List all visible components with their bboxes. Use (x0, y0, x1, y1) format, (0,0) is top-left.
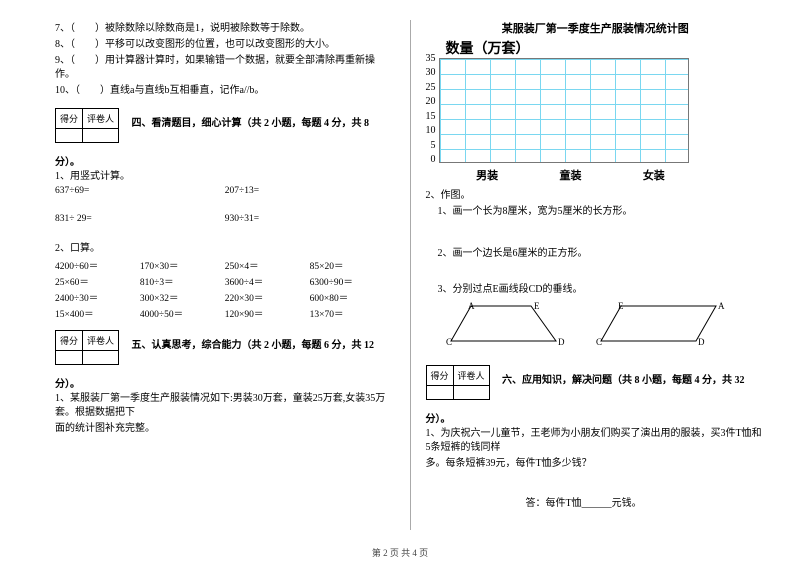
score-label: 得分 (56, 109, 83, 129)
q2-3: 3、分别过点E画线段CD的垂线。 (426, 283, 766, 297)
q4-2: 2、口算。 (55, 242, 395, 256)
calc-cell: 3600÷4＝ (225, 274, 310, 288)
ytick: 5 (426, 140, 436, 151)
section-6-title: 六、应用知识，解决问题（共 8 小题，每题 4 分，共 32 (502, 357, 745, 386)
trapezoid-1-svg: A E C D (446, 301, 566, 351)
q6-answer: 答：每件T恤______元钱。 (426, 497, 766, 511)
grader-label: 评卷人 (83, 109, 119, 129)
calc-cell: 4000÷50＝ (140, 306, 225, 320)
svg-text:A: A (468, 301, 475, 311)
calc-cell: 600×80＝ (310, 290, 395, 304)
ytick: 10 (426, 125, 436, 136)
q6-1b: 多。每条短裤39元，每件T恤多少钱？ (426, 457, 766, 471)
calc-cell: 25×60＝ (55, 274, 140, 288)
section-4-title-cont: 分）。 (55, 153, 395, 168)
page-footer: 第 2 页 共 4 页 (0, 546, 800, 559)
chart-yaxis: 35 30 25 20 15 10 5 0 (426, 53, 439, 165)
left-column: 7、（ ）被除数除以除数商是1，说明被除数等于除数。 8、（ ）平移可以改变图形… (55, 20, 410, 530)
calc-cell: 810÷3＝ (140, 274, 225, 288)
ytick: 25 (426, 82, 436, 93)
chart-grid (439, 58, 689, 163)
calc-cell: 831÷ 29= (55, 214, 225, 224)
right-column: 某服装厂第一季度生产服装情况统计图 数量（万套） 35 30 25 20 15 … (410, 20, 766, 530)
trapezoid-figures: A E C D E A C D (426, 301, 766, 351)
calc-cell: 13×70＝ (310, 306, 395, 320)
ytick: 20 (426, 96, 436, 107)
xtick: 童装 (559, 167, 581, 183)
trapezoid-2-svg: E A C D (596, 301, 726, 351)
svg-text:D: D (698, 337, 705, 347)
calc-cell: 637÷69= (55, 186, 225, 196)
calc-cell: 170×30＝ (140, 258, 225, 272)
q6-1a: 1、为庆祝六一儿童节，王老师为小朋友们购买了演出用的服装，买3件T恤和5条短裤的… (426, 427, 766, 455)
svg-text:D: D (558, 337, 565, 347)
q2-2: 2、画一个边长是6厘米的正方形。 (426, 247, 766, 261)
chart-xaxis: 男装 童装 女装 (446, 165, 696, 183)
ytick: 30 (426, 67, 436, 78)
tf-9: 9、（ ）用计算器计算时，如果输错一个数据，就要全部清除再重新操作。 (55, 54, 395, 82)
score-label: 得分 (426, 366, 453, 386)
svg-text:A: A (718, 301, 725, 311)
calc-cell: 300×32＝ (140, 290, 225, 304)
calc-cell: 6300÷90＝ (310, 274, 395, 288)
score-box-6: 得分评卷人 (426, 365, 490, 400)
ytick: 35 (426, 53, 436, 64)
score-box-4: 得分评卷人 (55, 108, 119, 143)
svg-text:E: E (534, 301, 540, 311)
calc-cell: 15×400＝ (55, 306, 140, 320)
section-6-title-cont: 分）。 (426, 410, 766, 425)
xtick: 女装 (643, 167, 665, 183)
calc-cell: 250×4＝ (225, 258, 310, 272)
q2: 2、作图。 (426, 189, 766, 203)
grader-label: 评卷人 (83, 331, 119, 351)
ytick: 0 (426, 154, 436, 165)
tf-10: 10、（ ）直线a与直线b互相垂直，记作a//b。 (55, 84, 395, 98)
q2-1: 1、画一个长为8厘米，宽为5厘米的长方形。 (426, 205, 766, 219)
calc-cell: 220×30＝ (225, 290, 310, 304)
tf-7: 7、（ ）被除数除以除数商是1，说明被除数等于除数。 (55, 22, 395, 36)
calc-cell: 2400÷30＝ (55, 290, 140, 304)
calc-cell: 120×90＝ (225, 306, 310, 320)
section-5-title-cont: 分）。 (55, 375, 395, 390)
calc-cell: 207÷13= (225, 186, 395, 196)
ytick: 15 (426, 111, 436, 122)
chart: 35 30 25 20 15 10 5 0 (426, 58, 766, 165)
calc-cell: 4200÷60＝ (55, 258, 140, 272)
score-label: 得分 (56, 331, 83, 351)
svg-text:C: C (446, 337, 452, 347)
svg-text:C: C (596, 337, 602, 347)
chart-ylabel: 数量（万套） (446, 38, 766, 58)
q5-1b: 面的统计图补充完整。 (55, 422, 395, 436)
q5-1a: 1、某服装厂第一季度生产服装情况如下:男装30万套，童装25万套,女装35万套。… (55, 392, 395, 420)
chart-title: 某服装厂第一季度生产服装情况统计图 (426, 20, 766, 36)
xtick: 男装 (476, 167, 498, 183)
section-4-title: 四、看清题目，细心计算（共 2 小题，每题 4 分，共 8 (132, 100, 370, 129)
score-box-5: 得分评卷人 (55, 330, 119, 365)
section-5-title: 五、认真思考，综合能力（共 2 小题，每题 6 分，共 12 (132, 322, 375, 351)
calc-cell: 930÷31= (225, 214, 395, 224)
tf-8: 8、（ ）平移可以改变图形的位置，也可以改变图形的大小。 (55, 38, 395, 52)
calc-cell: 85×20＝ (310, 258, 395, 272)
q4-1: 1、用竖式计算。 (55, 170, 395, 184)
grader-label: 评卷人 (453, 366, 489, 386)
svg-text:E: E (618, 301, 624, 311)
